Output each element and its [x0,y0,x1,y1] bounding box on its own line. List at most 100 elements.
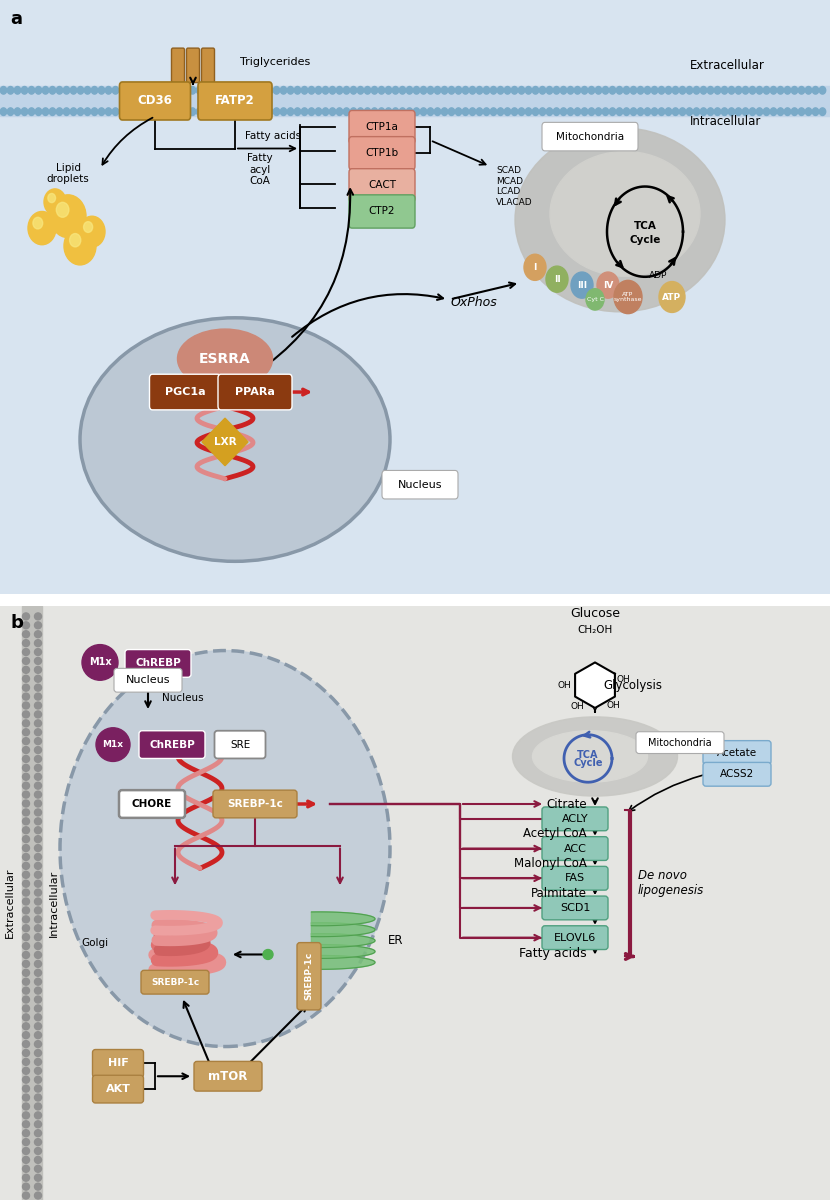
Circle shape [448,86,455,94]
Circle shape [595,86,602,94]
Circle shape [644,86,651,94]
Circle shape [50,194,86,238]
Text: FATP2: FATP2 [215,95,255,108]
Circle shape [778,86,784,94]
Text: CTP1b: CTP1b [365,149,398,158]
Circle shape [574,86,581,94]
Circle shape [371,108,378,115]
Circle shape [35,871,42,878]
Circle shape [798,86,805,94]
Circle shape [22,800,30,806]
Circle shape [71,108,76,115]
Text: ACLY: ACLY [562,814,588,824]
Circle shape [35,943,42,949]
Circle shape [126,86,133,94]
Circle shape [48,193,56,203]
Circle shape [524,254,546,281]
Circle shape [35,658,42,665]
Text: Cycle: Cycle [574,758,603,768]
Circle shape [756,108,763,115]
Circle shape [476,86,483,94]
Circle shape [105,108,112,115]
Circle shape [210,108,217,115]
Circle shape [22,818,30,824]
Circle shape [35,853,42,860]
Ellipse shape [550,151,700,276]
FancyBboxPatch shape [349,137,415,170]
Circle shape [308,86,315,94]
Circle shape [35,889,42,896]
FancyBboxPatch shape [349,169,415,202]
Text: OH: OH [557,680,571,690]
Polygon shape [311,955,375,970]
Circle shape [35,1129,42,1136]
Circle shape [70,234,81,247]
Circle shape [385,86,392,94]
Circle shape [784,86,791,94]
Circle shape [315,86,322,94]
Ellipse shape [533,731,647,782]
Circle shape [350,108,357,115]
Circle shape [322,86,329,94]
Text: Extracellular: Extracellular [5,868,15,938]
Text: SCD1: SCD1 [559,902,590,913]
Circle shape [22,952,30,959]
Circle shape [742,86,749,94]
Circle shape [22,907,30,914]
Circle shape [224,86,231,94]
Circle shape [491,108,496,115]
Text: Palmitate: Palmitate [531,887,587,900]
Circle shape [456,108,461,115]
FancyBboxPatch shape [198,82,272,120]
Circle shape [735,86,742,94]
Circle shape [35,1022,42,1030]
FancyBboxPatch shape [542,122,638,151]
Circle shape [217,108,224,115]
Circle shape [567,108,574,115]
Circle shape [546,108,553,115]
Text: ChREBP: ChREBP [135,659,181,668]
Circle shape [266,108,273,115]
Text: CHORE: CHORE [132,799,172,809]
Circle shape [203,86,210,94]
Text: SRE: SRE [230,739,250,750]
Circle shape [22,1067,30,1074]
Circle shape [154,86,161,94]
Circle shape [36,86,42,94]
Text: M1x: M1x [89,658,111,667]
Circle shape [805,86,812,94]
Circle shape [330,86,335,94]
Circle shape [701,86,706,94]
Text: Acetyl CoA: Acetyl CoA [524,827,587,840]
Circle shape [273,86,280,94]
Text: ELOVL6: ELOVL6 [554,932,596,943]
Circle shape [49,108,56,115]
Circle shape [679,108,686,115]
Circle shape [252,108,259,115]
Circle shape [22,710,30,718]
Circle shape [22,916,30,923]
Circle shape [469,86,476,94]
Circle shape [197,86,203,94]
Circle shape [35,1040,42,1048]
Circle shape [798,108,805,115]
Circle shape [22,889,30,896]
Circle shape [35,1076,42,1084]
Circle shape [399,108,406,115]
Circle shape [22,658,30,665]
Circle shape [168,108,174,115]
Circle shape [22,782,30,790]
Text: SREBP-1c: SREBP-1c [227,799,283,809]
Circle shape [560,108,567,115]
Circle shape [22,1040,30,1048]
FancyBboxPatch shape [349,194,415,228]
Circle shape [666,86,671,94]
Text: Fatty acids: Fatty acids [520,947,587,960]
Circle shape [22,1076,30,1084]
Circle shape [64,227,96,265]
Text: b: b [10,614,23,632]
Bar [22,606,42,1200]
Circle shape [96,727,130,762]
Circle shape [252,86,259,94]
Circle shape [22,1050,30,1056]
